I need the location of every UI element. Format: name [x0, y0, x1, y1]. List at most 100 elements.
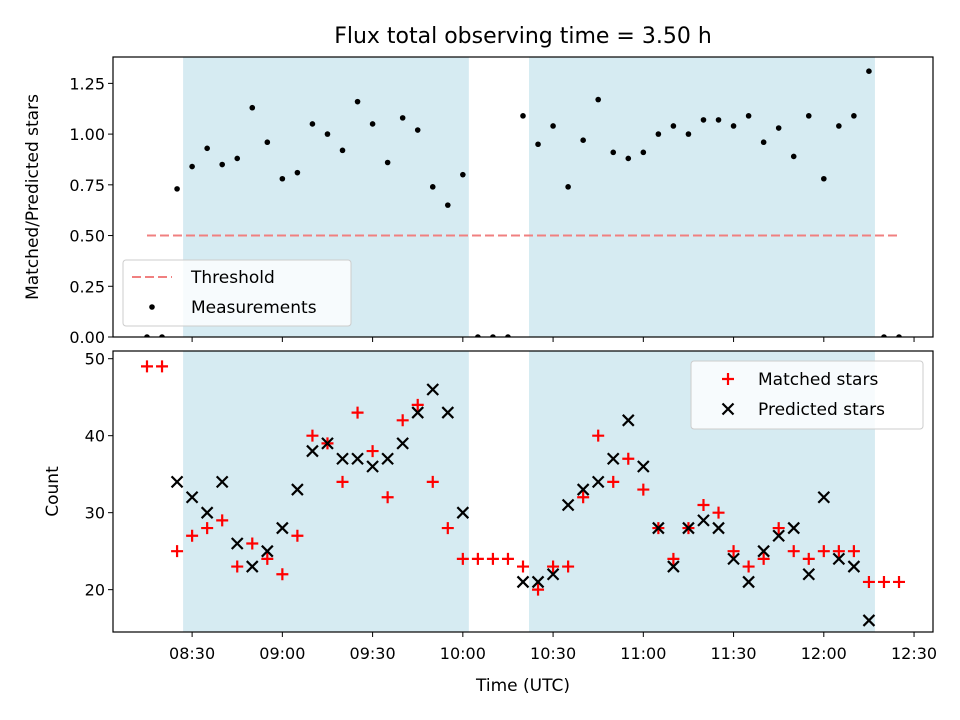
matched-stars-point: [396, 414, 409, 427]
predicted-stars-point: [245, 560, 259, 573]
measurement-point: [700, 117, 707, 123]
count-legend: Matched stars Predicted stars: [690, 360, 924, 430]
matched-stars-point: [456, 552, 469, 565]
matched-stars-point: [667, 552, 680, 565]
matched-stars-point: [637, 483, 650, 496]
matched-stars-point: [306, 429, 319, 442]
legend-threshold-label: Threshold: [190, 268, 275, 288]
predicted-stars-point: [185, 490, 199, 504]
predicted-stars-point: [591, 475, 605, 489]
predicted-stars-point: [200, 506, 214, 519]
matched-stars-point: [171, 545, 184, 558]
predicted-stars-point: [757, 544, 770, 558]
measurement-point: [174, 186, 180, 192]
matched-stars-point: [817, 545, 830, 558]
measurement-point: [896, 334, 902, 337]
measurement-point: [279, 175, 286, 182]
measurement-point: [821, 175, 827, 182]
matched-stars-point: [697, 498, 710, 511]
matched-stars-point: [276, 568, 289, 581]
predicted-stars-point: [576, 483, 590, 496]
measurement-point: [429, 184, 436, 190]
ratio-plot: 0.00 0.25 0.50 0.75 1.00 1.25 Matched/Predicte…: [23, 56, 934, 347]
y-tick-label: 50: [85, 350, 105, 369]
matched-stars-point: [411, 398, 424, 411]
predicted-stars-point: [230, 537, 244, 550]
legend-measurements-label: Measurements: [191, 298, 317, 318]
matched-stars-point: [757, 552, 770, 565]
predicted-stars-point: [667, 560, 680, 573]
measurement-point: [790, 153, 797, 160]
matched-stars-point: [772, 522, 785, 535]
observing-window: [183, 351, 469, 632]
measurement-point: [805, 113, 812, 119]
measurement-point: [339, 147, 346, 154]
predicted-stars-point: [772, 529, 785, 543]
predicted-stars-point: [456, 506, 470, 519]
predicted-stars-point: [381, 452, 394, 466]
measurement-point: [745, 113, 752, 119]
predicted-stars-point: [652, 521, 665, 535]
measurement-point: [144, 334, 150, 337]
y-tick-label: 0.25: [69, 277, 105, 296]
measurement-point: [384, 159, 391, 166]
measurement-point: [640, 149, 647, 156]
measurement-point: [520, 113, 526, 119]
predicted-stars-point: [727, 552, 740, 566]
predicted-stars-point: [712, 521, 725, 535]
y-tick-label: 0.00: [69, 328, 105, 347]
matched-stars-point: [742, 560, 755, 573]
matched-stars-point: [562, 560, 575, 573]
legend-predicted-swatch: [721, 402, 735, 416]
matched-stars-point: [471, 552, 484, 565]
measurement-point: [625, 155, 632, 162]
x-tick-label: 08:30: [169, 644, 215, 663]
predicted-stars-point: [817, 490, 831, 504]
matched-stars-point: [291, 529, 304, 542]
matched-stars-point: [486, 552, 499, 565]
matched-stars-point: [156, 360, 169, 373]
matched-stars-point: [607, 475, 620, 488]
y-tick-label: 0.75: [69, 176, 105, 195]
measurement-point: [414, 127, 421, 133]
measurement-point: [550, 123, 556, 129]
measurement-point: [159, 334, 165, 337]
measurement-point: [369, 121, 376, 127]
measurement-point: [565, 184, 571, 190]
measurement-point: [505, 334, 511, 337]
y-tick-label: 0.50: [69, 227, 105, 246]
matched-stars-point: [381, 491, 394, 504]
y-tick-label: 1.25: [69, 74, 105, 93]
observing-window: [529, 57, 875, 337]
measurement-point: [610, 149, 617, 156]
axes-frame: [112, 56, 934, 338]
predicted-stars-point: [441, 406, 455, 419]
measurement-point: [460, 171, 466, 178]
predicted-stars-point: [862, 614, 876, 627]
predicted-stars-point: [336, 452, 349, 466]
count-plot: 20 30 40 50 08:30 09:00 09:30 10:00 10:30 11:00 11…: [43, 350, 937, 663]
measurement-point: [490, 334, 496, 337]
matched-stars-point: [893, 575, 906, 588]
measurement-point: [775, 125, 782, 131]
measurement-point: [219, 161, 225, 168]
matched-stars-point: [517, 560, 529, 573]
predicted-stars-point: [606, 452, 620, 466]
predicted-stars-point: [682, 521, 695, 535]
matched-stars-point: [847, 545, 860, 558]
measurement-point: [234, 155, 241, 162]
predicted-stars-point: [261, 544, 274, 558]
matched-stars-point: [261, 552, 274, 565]
matched-stars-point: [877, 575, 890, 588]
predicted-stars-point: [426, 383, 440, 396]
legend-measurements-swatch: [149, 304, 155, 310]
matched-stars-point: [501, 552, 514, 565]
measurement-point: [851, 113, 857, 119]
y-tick-label: 1.00: [69, 125, 105, 144]
x-tick-label: 10:00: [440, 644, 486, 663]
legend-box: [122, 259, 352, 327]
measurement-point: [655, 131, 662, 137]
count-y-axis-label: Count: [43, 466, 63, 517]
x-axis-label: Time (UTC): [475, 676, 570, 696]
matched-stars-point: [532, 583, 545, 596]
